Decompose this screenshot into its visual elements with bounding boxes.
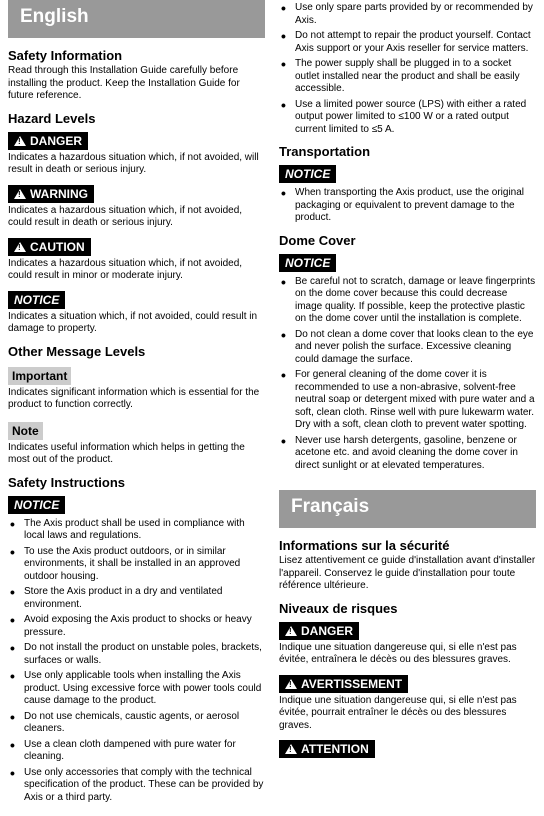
fr-warn-body: Indique une situation dangereuse qui, si… [279, 695, 536, 733]
list-item: When transporting the Axis product, use … [279, 187, 536, 225]
fr-danger-body: Indique une situation dangereuse qui, si… [279, 642, 536, 667]
dome-notice-badge: NOTICE [279, 254, 336, 272]
list-item: Use a clean cloth dampened with pure wat… [8, 739, 265, 764]
hazard-levels-title: Hazard Levels [8, 111, 265, 126]
fr-attn-badge: ATTENTION [279, 740, 375, 758]
caution-badge: CAUTION [8, 238, 91, 256]
fr-warn-badge: AVERTISSEMENT [279, 675, 408, 693]
list-item: Do not use chemicals, caustic agents, or… [8, 711, 265, 736]
warning-label: WARNING [30, 187, 88, 201]
list-item: Do not install the product on unstable p… [8, 642, 265, 667]
important-body: Indicates significant information which … [8, 387, 265, 412]
list-item: Be careful not to scratch, damage or lea… [279, 276, 536, 326]
list-item: For general cleaning of the dome cover i… [279, 369, 536, 432]
warning-triangle-icon [285, 679, 297, 689]
right-column: Use only spare parts provided by or reco… [279, 0, 536, 808]
warning-body: Indicates a hazardous situation which, i… [8, 205, 265, 230]
top-list: Use only spare parts provided by or reco… [279, 2, 536, 136]
warning-badge: WARNING [8, 185, 94, 203]
list-item: Use only spare parts provided by or reco… [279, 2, 536, 27]
fr-danger-label: DANGER [301, 624, 353, 638]
list-item: The Axis product shall be used in compli… [8, 518, 265, 543]
fr-levels-title: Niveaux de risques [279, 601, 536, 616]
fr-danger-badge: DANGER [279, 622, 359, 640]
safety-instructions-title: Safety Instructions [8, 475, 265, 490]
list-item: Never use harsh detergents, gasoline, be… [279, 435, 536, 473]
other-levels-title: Other Message Levels [8, 344, 265, 359]
danger-label: DANGER [30, 134, 82, 148]
notice-badge: NOTICE [8, 291, 65, 309]
caution-body: Indicates a hazardous situation which, i… [8, 258, 265, 283]
fr-attn-label: ATTENTION [301, 742, 369, 756]
list-item: Avoid exposing the Axis product to shock… [8, 614, 265, 639]
warning-triangle-icon [285, 626, 297, 636]
lang-header-en: English [8, 0, 265, 38]
list-item: Use a limited power source (LPS) with ei… [279, 99, 536, 137]
note-body: Indicates useful information which helps… [8, 442, 265, 467]
notice-body: Indicates a situation which, if not avoi… [8, 311, 265, 336]
danger-body: Indicates a hazardous situation which, i… [8, 152, 265, 177]
list-item: The power supply shall be plugged in to … [279, 58, 536, 96]
fr-info-title: Informations sur la sécurité [279, 538, 536, 553]
list-item: To use the Axis product outdoors, or in … [8, 546, 265, 584]
list-item: Do not attempt to repair the product you… [279, 30, 536, 55]
note-badge: Note [8, 422, 43, 440]
list-item: Use only accessories that comply with th… [8, 767, 265, 805]
left-column: English Safety Information Read through … [8, 0, 265, 808]
lang-header-fr: Français [279, 490, 536, 528]
warning-triangle-icon [285, 744, 297, 754]
list-item: Use only applicable tools when installin… [8, 670, 265, 708]
trans-list: When transporting the Axis product, use … [279, 187, 536, 225]
list-item: Do not clean a dome cover that looks cle… [279, 329, 536, 367]
transportation-title: Transportation [279, 144, 536, 159]
fr-info-body: Lisez attentivement ce guide d'installat… [279, 555, 536, 593]
danger-badge: DANGER [8, 132, 88, 150]
safety-info-body: Read through this Installation Guide car… [8, 65, 265, 103]
trans-notice-badge: NOTICE [279, 165, 336, 183]
trans-notice-label: NOTICE [285, 167, 330, 181]
dome-notice-label: NOTICE [285, 256, 330, 270]
dome-cover-title: Dome Cover [279, 233, 536, 248]
warning-triangle-icon [14, 189, 26, 199]
dome-list: Be careful not to scratch, damage or lea… [279, 276, 536, 473]
warning-triangle-icon [14, 136, 26, 146]
caution-label: CAUTION [30, 240, 85, 254]
warning-triangle-icon [14, 242, 26, 252]
instr-notice-badge: NOTICE [8, 496, 65, 514]
important-badge: Important [8, 367, 71, 385]
fr-warn-label: AVERTISSEMENT [301, 677, 402, 691]
page-root: English Safety Information Read through … [0, 0, 544, 816]
list-item: Store the Axis product in a dry and vent… [8, 586, 265, 611]
safety-info-title: Safety Information [8, 48, 265, 63]
instr-list: The Axis product shall be used in compli… [8, 518, 265, 805]
notice-label: NOTICE [14, 293, 59, 307]
instr-notice-label: NOTICE [14, 498, 59, 512]
